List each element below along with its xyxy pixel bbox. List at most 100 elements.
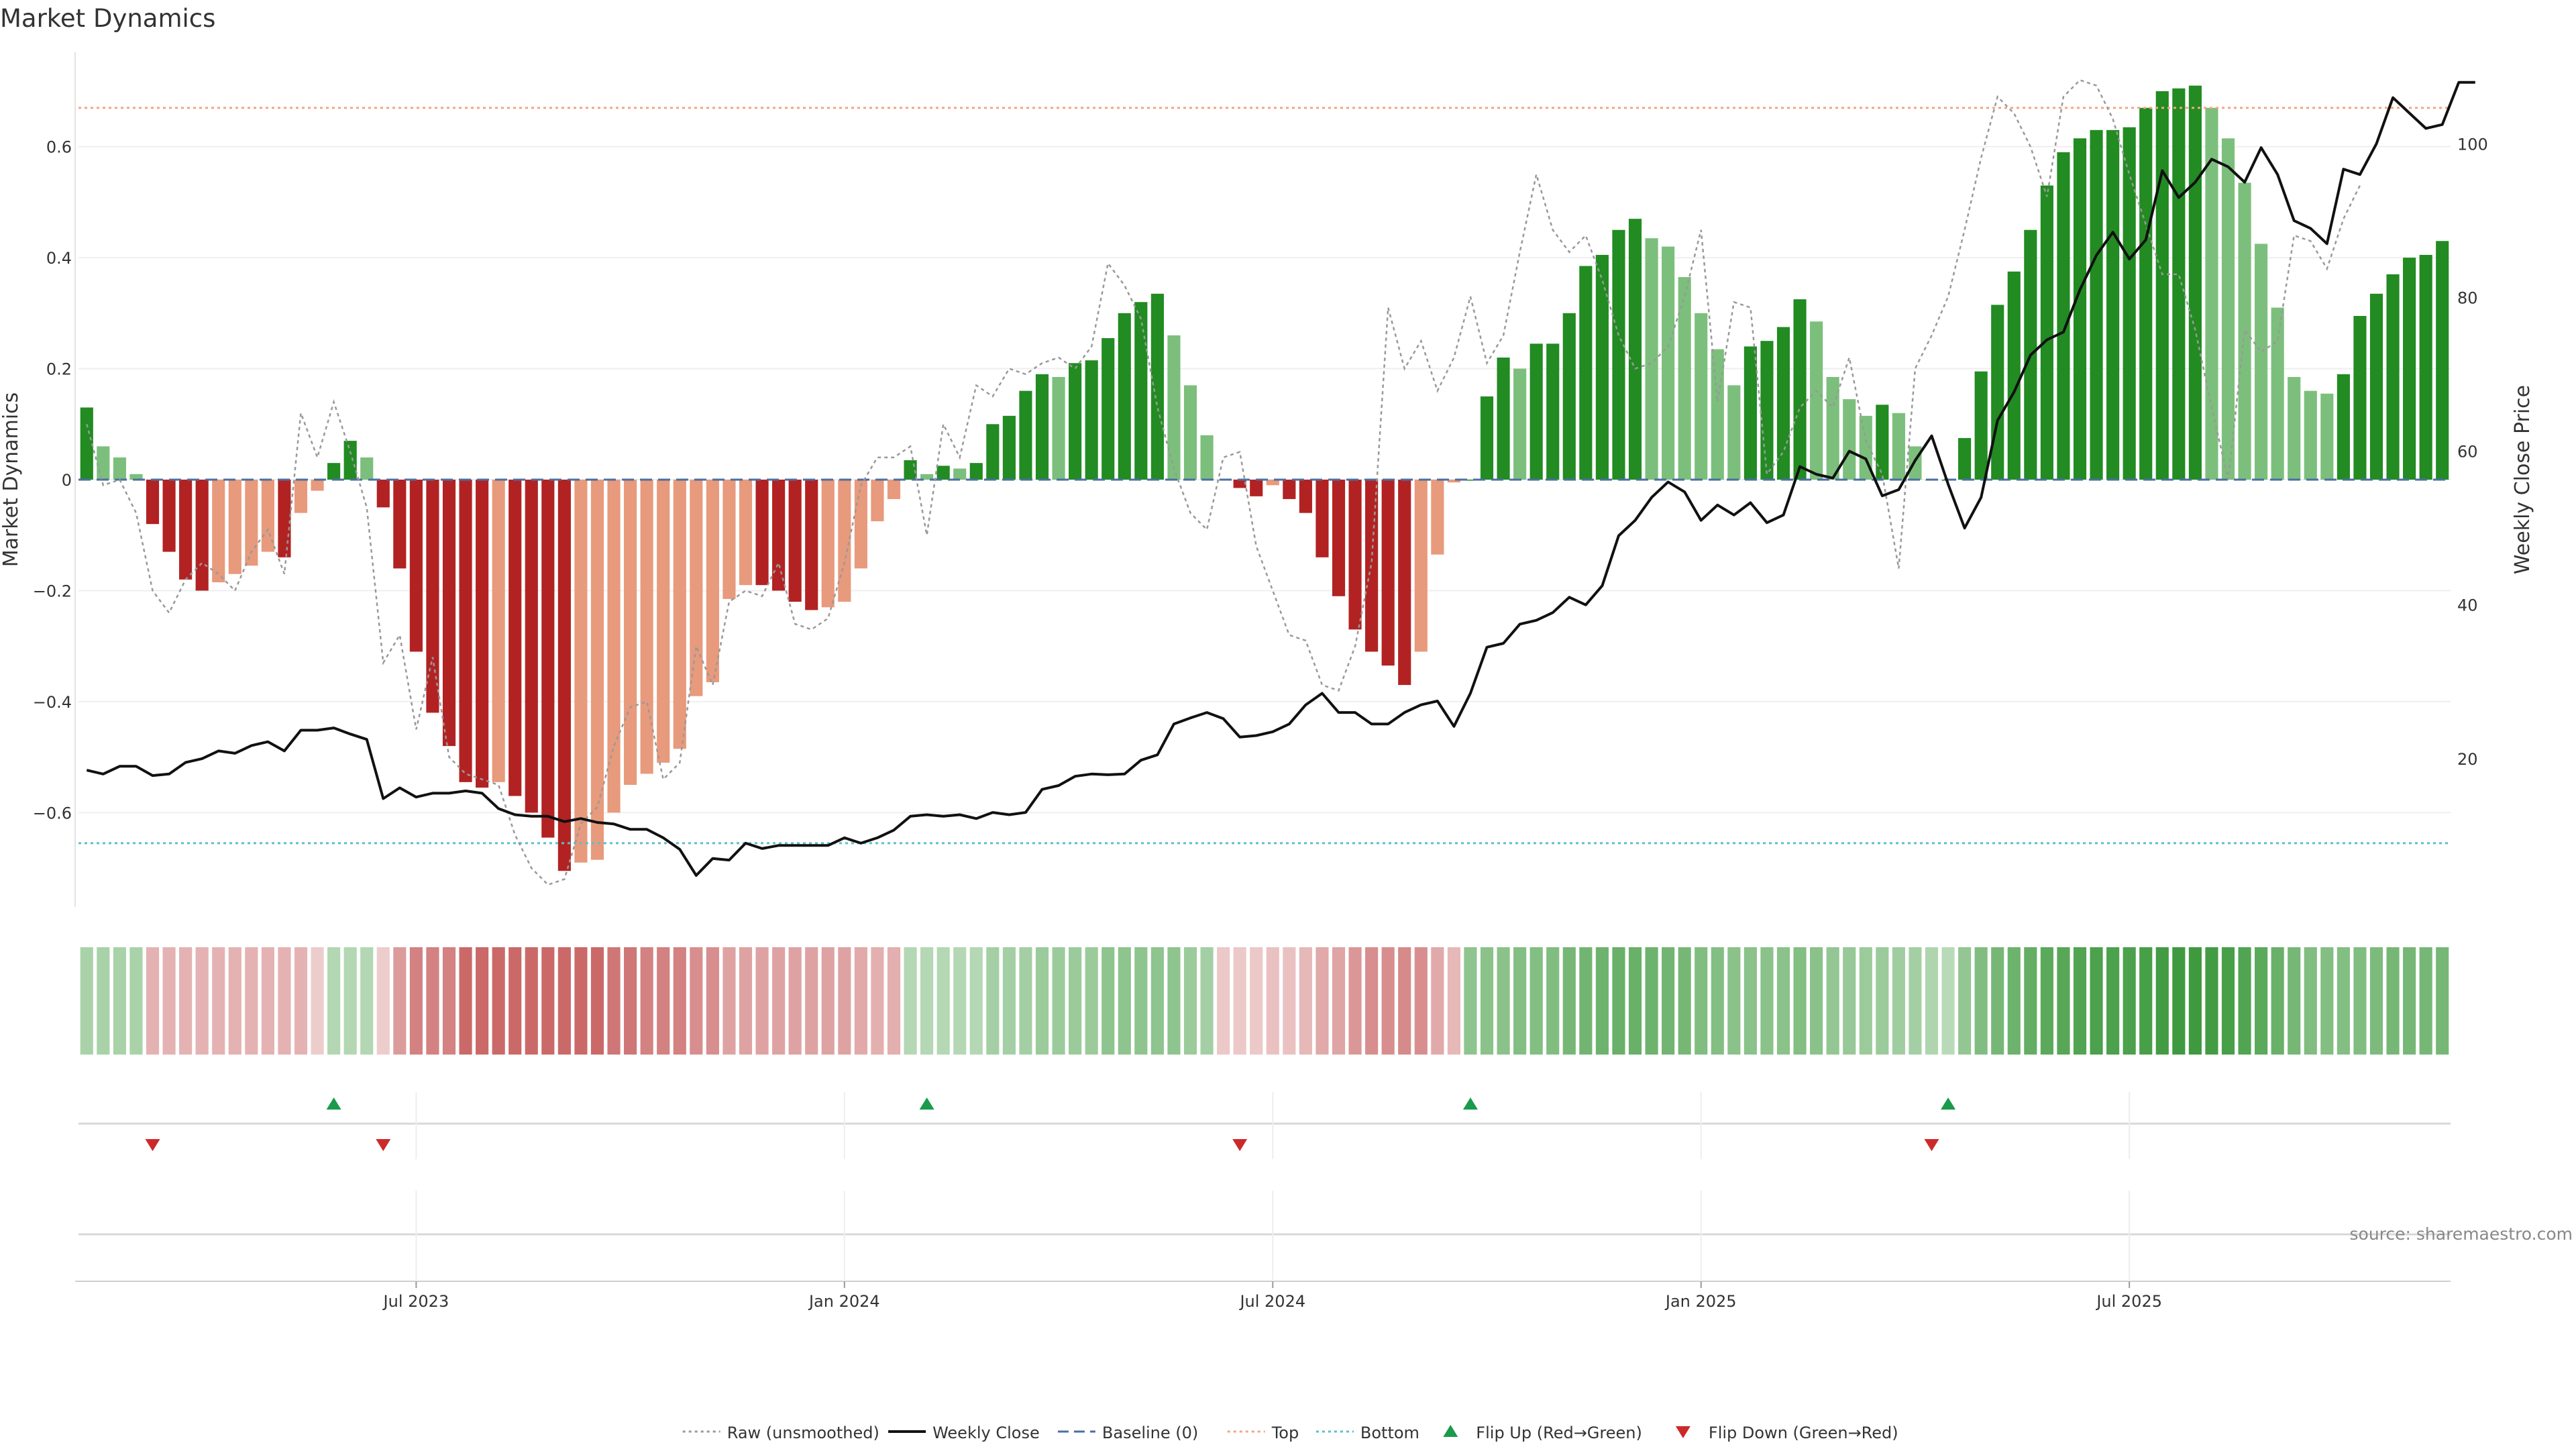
md-bar	[2155, 91, 2169, 480]
regime-cell	[1645, 947, 1658, 1055]
regime-cell	[1497, 947, 1510, 1055]
flip-down-marker	[1924, 1139, 1939, 1151]
md-bar	[887, 480, 901, 499]
md-bar	[722, 480, 736, 599]
regime-cell	[261, 947, 274, 1055]
regime-cell	[920, 947, 934, 1055]
regime-cell	[1381, 947, 1395, 1055]
regime-cell	[2106, 947, 2120, 1055]
regime-cell	[1447, 947, 1460, 1055]
regime-cell	[525, 947, 538, 1055]
regime-cell	[492, 947, 505, 1055]
md-bar	[1612, 229, 1625, 480]
regime-cell	[673, 947, 686, 1055]
md-bar	[2205, 107, 2218, 480]
md-bar	[1019, 390, 1032, 480]
md-bar	[706, 480, 719, 682]
regime-cell	[838, 947, 851, 1055]
regime-cell	[1776, 947, 1790, 1055]
regime-cell	[1727, 947, 1741, 1055]
regime-cell	[1843, 947, 1856, 1055]
y-tick-right-label: 20	[2457, 750, 2478, 769]
md-bar	[2040, 185, 2053, 480]
regime-cell	[459, 947, 472, 1055]
md-bar	[1760, 341, 1774, 480]
regime-cell	[1678, 947, 1691, 1055]
md-bar	[278, 480, 291, 557]
md-bar	[113, 457, 126, 480]
regime-cell	[360, 947, 374, 1055]
regime-cell	[574, 947, 588, 1055]
md-bar	[1150, 293, 1164, 480]
regime-cell	[195, 947, 209, 1055]
md-bar	[1200, 435, 1214, 480]
md-bar	[525, 480, 538, 813]
regime-cell	[1743, 947, 1757, 1055]
flip-up-marker	[1462, 1097, 1478, 1110]
md-bar	[673, 480, 686, 749]
md-bar	[1480, 396, 1494, 480]
md-bar	[1991, 305, 2004, 480]
md-bar	[311, 480, 324, 491]
regime-cell	[1562, 947, 1576, 1055]
regime-cell	[476, 947, 489, 1055]
regime-cell	[1810, 947, 1823, 1055]
bars	[80, 85, 2449, 871]
regime-cell	[788, 947, 802, 1055]
flip-down-marker	[376, 1139, 391, 1151]
md-bar	[541, 480, 555, 838]
legend-item: Weekly Close	[888, 1424, 1040, 1442]
md-bar	[1233, 480, 1246, 488]
md-bar	[360, 457, 374, 480]
md-bar	[2288, 376, 2301, 480]
flip-panel: Jul 2023 Jan 2024 Jul 2024 Jan 2025 Jul 2025	[75, 1092, 2451, 1311]
md-bar	[228, 480, 241, 574]
regime-cell	[1035, 947, 1049, 1055]
md-bar	[393, 480, 407, 569]
regime-cell	[162, 947, 176, 1055]
md-bar	[1562, 313, 1576, 480]
md-bar	[376, 480, 390, 508]
md-bar	[2221, 138, 2235, 480]
md-bar	[409, 480, 423, 652]
regime-cell	[97, 947, 110, 1055]
md-bar	[343, 441, 357, 480]
md-bar	[179, 480, 193, 580]
regime-cell	[1892, 947, 1905, 1055]
regime-cell	[2057, 947, 2070, 1055]
weekly-close-line	[86, 80, 2475, 877]
md-bar	[1695, 313, 1708, 480]
regime-cell	[1859, 947, 1872, 1055]
regime-cell	[508, 947, 522, 1055]
legend: Raw (unsmoothed) Weekly Close Baseline (0)…	[682, 1424, 1898, 1442]
regime-cell	[607, 947, 621, 1055]
regime-cell	[2353, 947, 2367, 1055]
md-bar	[2090, 129, 2103, 480]
flip-down-marker	[1232, 1139, 1248, 1151]
regime-cell	[2271, 947, 2284, 1055]
regime-cell	[772, 947, 786, 1055]
regime-cell	[1217, 947, 1230, 1055]
md-bar	[953, 468, 967, 480]
md-bar	[854, 480, 867, 569]
regime-cell	[1826, 947, 1839, 1055]
regime-cell	[2024, 947, 2037, 1055]
md-bar	[1529, 343, 1543, 480]
regime-cell	[113, 947, 126, 1055]
md-bar	[1266, 480, 1279, 486]
md-bar	[508, 480, 522, 796]
md-bar	[2057, 152, 2070, 480]
x-tick-label: Jan 2024	[808, 1292, 880, 1311]
regime-cell	[2304, 947, 2317, 1055]
regime-cell	[278, 947, 291, 1055]
regime-cell	[1019, 947, 1032, 1055]
regime-cell	[426, 947, 439, 1055]
regime-cell	[1183, 947, 1197, 1055]
regime-cell	[2040, 947, 2053, 1055]
regime-cell	[722, 947, 736, 1055]
regime-cell	[2172, 947, 2186, 1055]
regime-cell	[1365, 947, 1379, 1055]
regime-cell	[294, 947, 308, 1055]
regime-cell	[2255, 947, 2268, 1055]
legend-label: Raw (unsmoothed)	[727, 1424, 879, 1442]
